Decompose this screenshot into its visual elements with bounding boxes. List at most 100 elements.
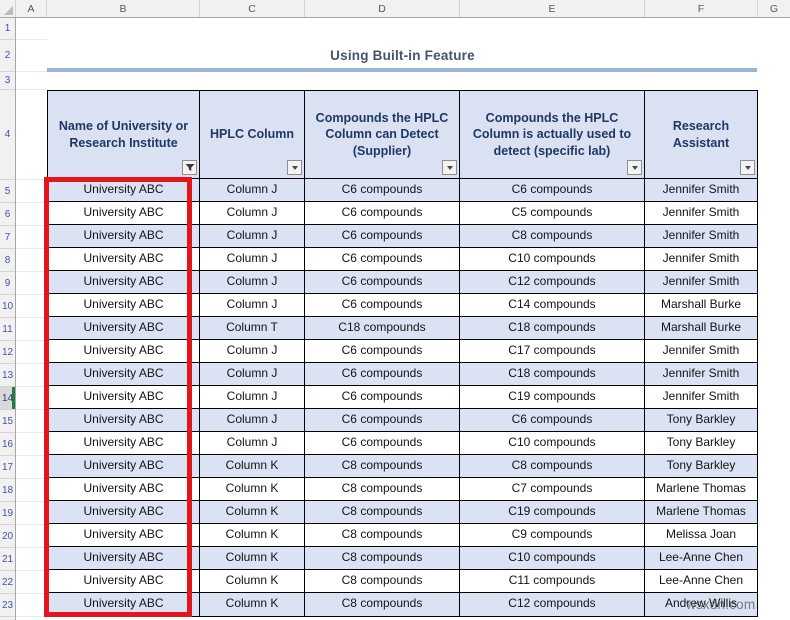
cell-D20[interactable]: C8 compounds — [305, 524, 460, 547]
cell-B15[interactable]: University ABC — [48, 409, 200, 432]
cell-B9[interactable]: University ABC — [48, 271, 200, 294]
cell-F14[interactable]: Jennifer Smith — [645, 386, 757, 409]
cell-C15[interactable]: Column J — [200, 409, 305, 432]
cell-F11[interactable]: Marshall Burke — [645, 317, 757, 340]
cell-E21[interactable]: C10 compounds — [460, 547, 645, 570]
cell-C17[interactable]: Column K — [200, 455, 305, 478]
column-header-E[interactable]: E — [460, 0, 645, 17]
row-header-21[interactable]: 21 — [0, 548, 15, 571]
cell-F12[interactable]: Jennifer Smith — [645, 340, 757, 363]
cell-D5[interactable]: C6 compounds — [305, 179, 460, 202]
cell-F17[interactable]: Tony Barkley — [645, 455, 757, 478]
cell-C22[interactable]: Column K — [200, 570, 305, 593]
row-header-8[interactable]: 8 — [0, 249, 15, 272]
cell-F10[interactable]: Marshall Burke — [645, 294, 757, 317]
header-hplc-column[interactable]: HPLC Column — [200, 91, 305, 178]
cell-E15[interactable]: C6 compounds — [460, 409, 645, 432]
cell-F13[interactable]: Jennifer Smith — [645, 363, 757, 386]
cell-B19[interactable]: University ABC — [48, 501, 200, 524]
cell-E17[interactable]: C8 compounds — [460, 455, 645, 478]
row-header-13[interactable]: 13 — [0, 364, 15, 387]
row-header-4[interactable]: 4 — [0, 90, 15, 180]
filter-dropdown-button[interactable] — [287, 160, 302, 175]
cell-D14[interactable]: C6 compounds — [305, 386, 460, 409]
row-header-12[interactable]: 12 — [0, 341, 15, 364]
cell-C9[interactable]: Column J — [200, 271, 305, 294]
row-header-20[interactable]: 20 — [0, 525, 15, 548]
cell-D19[interactable]: C8 compounds — [305, 501, 460, 524]
cell-F9[interactable]: Jennifer Smith — [645, 271, 757, 294]
row-header-1[interactable]: 1 — [0, 18, 15, 40]
cell-D16[interactable]: C6 compounds — [305, 432, 460, 455]
filter-dropdown-button[interactable] — [627, 160, 642, 175]
cell-E14[interactable]: C19 compounds — [460, 386, 645, 409]
cell-C13[interactable]: Column J — [200, 363, 305, 386]
cell-C10[interactable]: Column J — [200, 294, 305, 317]
cell-E19[interactable]: C19 compounds — [460, 501, 645, 524]
row-header-16[interactable]: 16 — [0, 433, 15, 456]
cell-E8[interactable]: C10 compounds — [460, 248, 645, 271]
cell-C14[interactable]: Column J — [200, 386, 305, 409]
cell-F21[interactable]: Lee-Anne Chen — [645, 547, 757, 570]
cell-B8[interactable]: University ABC — [48, 248, 200, 271]
cell-D13[interactable]: C6 compounds — [305, 363, 460, 386]
cell-D15[interactable]: C6 compounds — [305, 409, 460, 432]
cell-F23[interactable]: Andrew Willis — [645, 593, 757, 616]
row-header-18[interactable]: 18 — [0, 479, 15, 502]
header-name-of-university[interactable]: Name of University or Research Institute — [48, 91, 200, 178]
row-header-23[interactable]: 23 — [0, 594, 15, 617]
cell-B6[interactable]: University ABC — [48, 202, 200, 225]
cell-D10[interactable]: C6 compounds — [305, 294, 460, 317]
cell-C11[interactable]: Column T — [200, 317, 305, 340]
row-header-9[interactable]: 9 — [0, 272, 15, 295]
filter-dropdown-button[interactable] — [442, 160, 457, 175]
cell-B16[interactable]: University ABC — [48, 432, 200, 455]
cell-E18[interactable]: C7 compounds — [460, 478, 645, 501]
row-header-10[interactable]: 10 — [0, 295, 15, 318]
cell-C21[interactable]: Column K — [200, 547, 305, 570]
cell-D21[interactable]: C8 compounds — [305, 547, 460, 570]
column-header-C[interactable]: C — [200, 0, 305, 17]
cell-E9[interactable]: C12 compounds — [460, 271, 645, 294]
cell-E23[interactable]: C12 compounds — [460, 593, 645, 616]
cell-C12[interactable]: Column J — [200, 340, 305, 363]
row-header-19[interactable]: 19 — [0, 502, 15, 525]
cell-F8[interactable]: Jennifer Smith — [645, 248, 757, 271]
cell-C16[interactable]: Column J — [200, 432, 305, 455]
cell-D17[interactable]: C8 compounds — [305, 455, 460, 478]
cell-B13[interactable]: University ABC — [48, 363, 200, 386]
cell-E22[interactable]: C11 compounds — [460, 570, 645, 593]
header-research-assistant[interactable]: Research Assistant — [645, 91, 757, 178]
cell-D11[interactable]: C18 compounds — [305, 317, 460, 340]
cell-D7[interactable]: C6 compounds — [305, 225, 460, 248]
cell-F16[interactable]: Tony Barkley — [645, 432, 757, 455]
cell-C6[interactable]: Column J — [200, 202, 305, 225]
cell-D8[interactable]: C6 compounds — [305, 248, 460, 271]
header-compounds-supplier[interactable]: Compounds the HPLC Column can Detect (Su… — [305, 91, 460, 178]
cell-E12[interactable]: C17 compounds — [460, 340, 645, 363]
cell-C5[interactable]: Column J — [200, 179, 305, 202]
cell-E7[interactable]: C8 compounds — [460, 225, 645, 248]
cell-B5[interactable]: University ABC — [48, 179, 200, 202]
cell-F19[interactable]: Marlene Thomas — [645, 501, 757, 524]
cell-B14[interactable]: University ABC — [48, 386, 200, 409]
cell-D23[interactable]: C8 compounds — [305, 593, 460, 616]
column-header-G[interactable]: G — [769, 2, 779, 15]
cell-D22[interactable]: C8 compounds — [305, 570, 460, 593]
cell-B17[interactable]: University ABC — [48, 455, 200, 478]
cell-F5[interactable]: Jennifer Smith — [645, 179, 757, 202]
row-header-7[interactable]: 7 — [0, 226, 15, 249]
select-all-corner[interactable] — [0, 0, 16, 17]
row-header-3[interactable]: 3 — [0, 72, 15, 90]
cell-C23[interactable]: Column K — [200, 593, 305, 616]
filter-dropdown-button[interactable] — [740, 160, 755, 175]
row-header-15[interactable]: 15 — [0, 410, 15, 433]
cell-C19[interactable]: Column K — [200, 501, 305, 524]
cell-C20[interactable]: Column K — [200, 524, 305, 547]
cell-E10[interactable]: C14 compounds — [460, 294, 645, 317]
cell-C18[interactable]: Column K — [200, 478, 305, 501]
cell-B7[interactable]: University ABC — [48, 225, 200, 248]
cell-E6[interactable]: C5 compounds — [460, 202, 645, 225]
cell-C7[interactable]: Column J — [200, 225, 305, 248]
cell-B23[interactable]: University ABC — [48, 593, 200, 616]
